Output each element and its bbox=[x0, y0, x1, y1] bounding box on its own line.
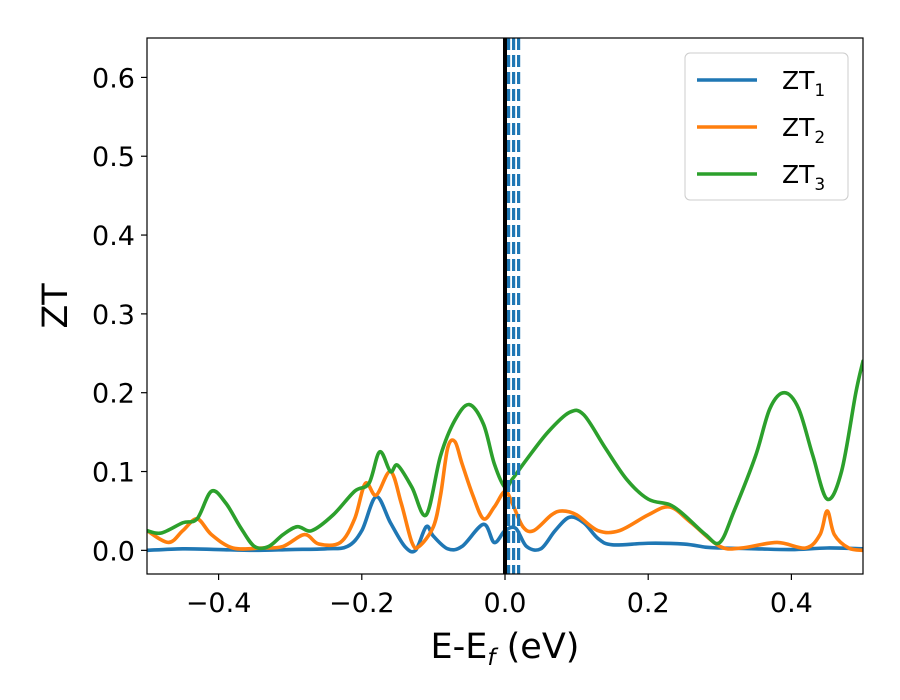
y-axis-title: ZT bbox=[36, 283, 76, 329]
series-1-line bbox=[147, 494, 863, 554]
y-tick-label: 0.5 bbox=[92, 142, 135, 173]
y-tick-label: 0.4 bbox=[92, 221, 135, 252]
y-tick-label: 0.2 bbox=[92, 379, 135, 410]
x-axis-title: E-Ef (eV) bbox=[431, 627, 580, 671]
y-tick-label: 0.6 bbox=[92, 63, 135, 94]
x-tick-label: 0.2 bbox=[627, 588, 670, 619]
x-tick-label: 0.0 bbox=[484, 588, 527, 619]
y-tick-label: 0.0 bbox=[92, 536, 135, 567]
x-axis-title-subscript: f bbox=[487, 645, 498, 671]
x-axis-title-unit: (eV) bbox=[496, 627, 580, 667]
y-tick-label: 0.1 bbox=[92, 458, 135, 489]
series-3-line bbox=[147, 359, 863, 551]
reference-lines bbox=[503, 38, 521, 574]
x-tick-label: 0.4 bbox=[770, 588, 813, 619]
legend-box bbox=[684, 52, 849, 201]
series-2-line bbox=[147, 438, 863, 553]
x-tick-label: −0.4 bbox=[186, 588, 252, 619]
y-axis: 0.0 0.1 0.2 0.3 0.4 0.5 0.6 bbox=[92, 63, 147, 567]
y-tick-label: 0.3 bbox=[92, 300, 135, 331]
x-axis: −0.4 −0.2 0.0 0.2 0.4 bbox=[186, 574, 813, 619]
x-tick-label: −0.2 bbox=[329, 588, 395, 619]
x-axis-title-main: E-E bbox=[431, 627, 488, 667]
legend-label-2: ZT2 bbox=[782, 113, 825, 148]
legend-label-3: ZT3 bbox=[782, 160, 825, 195]
legend: ZT1 ZT2 ZT3 bbox=[684, 52, 849, 201]
legend-label-1: ZT1 bbox=[782, 66, 825, 101]
series-layer bbox=[147, 359, 863, 554]
